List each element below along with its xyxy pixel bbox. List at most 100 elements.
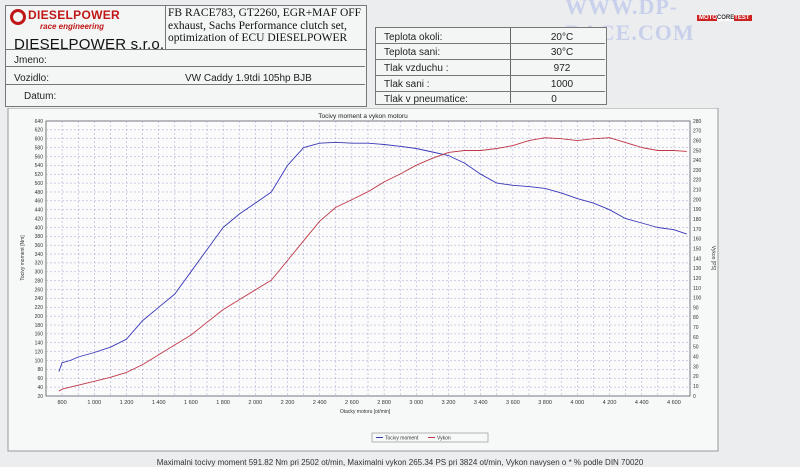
y-right-tick-label: 160 (693, 237, 702, 243)
conditions-box (375, 27, 607, 105)
vozidlo-value: VW Caddy 1.9tdi 105hp BJB (185, 73, 312, 84)
y-left-tick-label: 480 (35, 190, 44, 196)
datum-label: Datum: (24, 91, 57, 102)
company-name: DIESELPOWER s.r.o. (14, 36, 165, 53)
y-right-tick-label: 40 (693, 355, 699, 361)
tick-layer: 2040608010012014016018020022024026028030… (35, 119, 702, 406)
y-right-tick-label: 30 (693, 364, 699, 370)
y-left-tick-label: 360 (35, 243, 44, 249)
y-left-tick-label: 560 (35, 154, 44, 160)
y-right-tick-label: 120 (693, 276, 702, 282)
y-right-tick-label: 0 (693, 394, 696, 400)
x-tick-label: 3 200 (442, 400, 456, 406)
teplota-okoli-label: Teplota okoli: (384, 32, 443, 43)
x-tick-label: 2 200 (281, 400, 295, 406)
y-right-tick-label: 10 (693, 384, 699, 390)
brand-box (5, 5, 167, 51)
torque-series-line (58, 141, 687, 372)
y-left-tick-label: 380 (35, 234, 44, 240)
cond-row-line-3 (375, 75, 605, 76)
y-left-tick-label: 40 (37, 385, 43, 391)
logo-text: DIESELPOWER (28, 8, 120, 22)
y-right-tick-label: 200 (693, 197, 702, 203)
y-right-tick-label: 270 (693, 129, 702, 135)
x-tick-label: 2 600 (345, 400, 359, 406)
power-series-line (58, 137, 687, 392)
y-right-tick-label: 150 (693, 246, 702, 252)
y-left-tick-label: 220 (35, 305, 44, 311)
teplota-sani-value: 30°C (550, 47, 574, 58)
badge-moto: MOTO (699, 15, 717, 21)
y-right-tick-label: 260 (693, 138, 702, 144)
jmeno-label: Jmeno: (14, 55, 47, 66)
x-axis-label: Otacky motoru [ot/min] (340, 409, 391, 415)
tlak-pneumatice-value: 0 (551, 94, 557, 105)
badge-test: TEST (734, 15, 750, 21)
x-tick-label: 1 200 (120, 400, 134, 406)
tlak-vzduchu-value: 972 (553, 63, 571, 74)
logo-ring-icon (10, 9, 26, 25)
customer-divider-2 (5, 84, 365, 85)
badge-core: CORE (716, 15, 735, 21)
y-left-tick-label: 20 (37, 394, 43, 400)
y-right-tick-label: 230 (693, 168, 702, 174)
y-left-tick-label: 640 (35, 119, 44, 125)
y-left-tick-label: 540 (35, 163, 44, 169)
y-right-tick-label: 190 (693, 207, 702, 213)
y-left-tick-label: 60 (37, 376, 43, 382)
y-left-tick-label: 180 (35, 323, 44, 329)
y-left-tick-label: 320 (35, 261, 44, 267)
y-left-tick-label: 200 (35, 314, 44, 320)
motocore-badge: MOTOCORETEST (697, 15, 752, 21)
x-tick-label: 4 000 (570, 400, 584, 406)
y-left-tick-label: 580 (35, 145, 44, 151)
teplota-okoli-value: 20°C (550, 32, 574, 43)
x-tick-label: 2 000 (248, 400, 262, 406)
description-line-3: optimization of ECU DIESELPOWER (168, 32, 348, 44)
x-tick-label: 4 200 (603, 400, 617, 406)
y-right-tick-label: 180 (693, 217, 702, 223)
y-left-tick-label: 340 (35, 252, 44, 258)
y-left-tick-label: 300 (35, 270, 44, 276)
y-left-tick-label: 460 (35, 199, 44, 205)
description-line-2: exhaust, Sachs Performance clutch set, (168, 19, 347, 32)
y-axis-label-left: Tocivy moment [Nm] (20, 235, 26, 281)
y-left-tick-label: 260 (35, 287, 44, 293)
cond-row-line-1 (375, 43, 605, 44)
vozidlo-label: Vozidlo: (14, 73, 50, 84)
y-right-tick-label: 250 (693, 148, 702, 154)
tlak-sani-label: Tlak sani : (384, 79, 430, 90)
teplota-sani-label: Teplota sani: (384, 47, 441, 58)
cond-row-line-2 (375, 59, 605, 60)
conditions-divider (510, 27, 511, 103)
y-left-tick-label: 600 (35, 137, 44, 143)
y-right-tick-label: 50 (693, 345, 699, 351)
x-tick-label: 4 600 (667, 400, 681, 406)
chart-title: Tocivy moment a vykon motoru (318, 113, 408, 120)
y-right-tick-label: 110 (693, 286, 701, 292)
y-left-tick-label: 440 (35, 208, 44, 214)
y-right-tick-label: 280 (693, 119, 702, 125)
series-layer (58, 137, 687, 392)
y-left-tick-label: 80 (37, 367, 43, 373)
x-tick-label: 1 600 (184, 400, 198, 406)
x-tick-label: 3 400 (474, 400, 488, 406)
x-tick-label: 3 600 (506, 400, 520, 406)
max-values-footer: Maximalni tocivy moment 591.82 Nm pri 25… (156, 458, 644, 467)
chart-legend: Tocivy moment Vykon (371, 432, 489, 443)
y-right-tick-label: 140 (693, 256, 702, 262)
x-tick-label: 1 800 (216, 400, 230, 406)
x-tick-label: 4 400 (635, 400, 649, 406)
cond-row-line-4 (375, 91, 605, 92)
x-tick-label: 800 (58, 400, 67, 406)
customer-divider-1 (5, 66, 365, 67)
y-right-tick-label: 70 (693, 325, 699, 331)
tune-description: FB RACE783, GT2260, EGR+MAF OFF exhaust,… (168, 7, 368, 45)
x-tick-label: 1 400 (152, 400, 166, 406)
y-right-tick-label: 210 (693, 188, 702, 194)
dieselpower-logo: DIESELPOWER race engineering (6, 8, 132, 34)
y-left-tick-label: 120 (35, 349, 44, 355)
y-left-tick-label: 160 (35, 332, 44, 338)
y-right-tick-label: 90 (693, 305, 699, 311)
y-right-tick-label: 100 (693, 296, 702, 302)
